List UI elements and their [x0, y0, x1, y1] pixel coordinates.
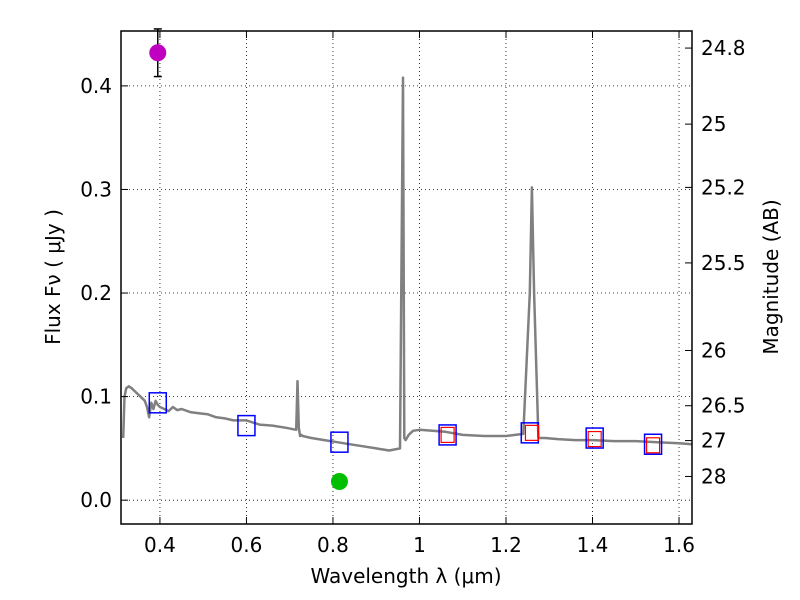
x-tick-label: 1.4 [577, 533, 609, 557]
photometry-box-blue [237, 414, 256, 437]
photometry-box-blue [438, 424, 457, 446]
observed-point [149, 44, 167, 62]
x-tick-label: 1 [413, 533, 426, 557]
mag-tick-label: 24.8 [701, 36, 746, 60]
x-tick-label: 0.6 [231, 533, 263, 557]
model-sed-line [121, 76, 693, 452]
x-tick-label: 1.2 [490, 533, 522, 557]
photometry-markers [148, 28, 663, 491]
plot-area-frame [120, 30, 693, 525]
photometry-box-red [587, 430, 602, 448]
x-tick-label: 0.4 [144, 533, 176, 557]
photometry-box-red [524, 424, 540, 441]
mag-tick-label: 28 [701, 464, 726, 488]
x-tick-label: 1.6 [663, 533, 695, 557]
photometry-box-blue [148, 392, 168, 414]
y-tick-label: 0.0 [80, 488, 112, 512]
photometry-box-blue [330, 431, 349, 453]
mag-tick-label: 26 [701, 338, 726, 362]
photometry-box-blue [585, 427, 604, 449]
observed-point [330, 473, 348, 491]
y-tick-label: 0.1 [80, 385, 112, 409]
mag-tick-label: 25 [701, 112, 726, 136]
y-axis-label: Flux Fν ( μJy ) [41, 209, 65, 345]
axis-ticks: 0.4 0.6 0.8 1 1.2 1.4 1.6 0.0 0.1 0.2 0.3 0.4 24.8 25… [80, 31, 746, 557]
mag-tick-label: 25.2 [701, 175, 746, 199]
right-y-axis-label: Magnitude (AB) [759, 199, 783, 354]
x-axis-label: Wavelength λ (μm) [310, 564, 501, 588]
y-tick-label: 0.3 [80, 177, 112, 201]
photometry-box-red [440, 426, 455, 444]
photometry-box-blue [643, 433, 663, 455]
photometry-box-red [645, 437, 661, 454]
y-tick-label: 0.4 [80, 74, 112, 98]
mag-tick-label: 26.5 [701, 394, 746, 418]
x-tick-label: 0.8 [317, 533, 349, 557]
model-sed-layer [121, 76, 693, 452]
mag-tick-label: 25.5 [701, 251, 746, 275]
mag-tick-label: 27 [701, 429, 726, 453]
y-tick-label: 0.2 [80, 281, 112, 305]
